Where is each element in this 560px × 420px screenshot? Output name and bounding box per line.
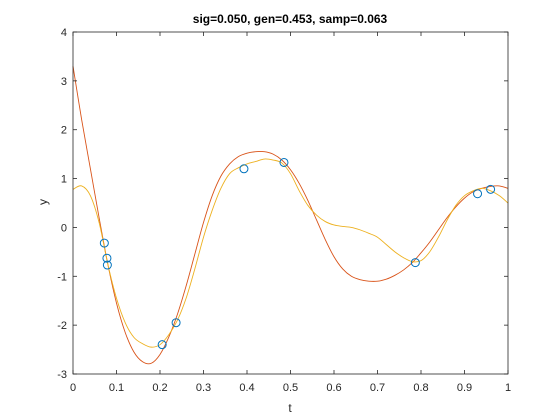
data-point-marker (473, 189, 483, 199)
x-tick-label: 0.2 (152, 382, 167, 394)
series-line-0 (72, 66, 509, 365)
chart-title: sig=0.050, gen=0.453, samp=0.063 (193, 12, 388, 26)
y-tick-label: 1 (61, 174, 67, 186)
data-point-marker (99, 238, 109, 248)
x-axis: 0 0.1 0.2 0.3 0.4 0.5 0.6 0.7 0.8 0.9 1 (70, 32, 511, 394)
series-line-1 (72, 158, 509, 348)
x-tick-label: 1 (505, 382, 511, 394)
data-point-marker (102, 253, 112, 263)
y-tick-label: 0 (61, 222, 67, 234)
data-point-marker (157, 340, 167, 350)
data-point-marker (279, 157, 289, 167)
y-axis-label: y (36, 199, 50, 205)
y-tick-label: -3 (57, 369, 67, 381)
data-point-marker (102, 260, 112, 270)
data-point-marker (410, 258, 420, 268)
data-point-marker (239, 164, 249, 174)
x-tick-label: 0.3 (196, 382, 211, 394)
x-axis-label: t (288, 401, 292, 415)
x-tick-label: 0.8 (413, 382, 428, 394)
y-tick-label: -2 (57, 320, 67, 332)
x-tick-label: 0.5 (283, 382, 298, 394)
x-tick-label: 0 (70, 382, 76, 394)
x-tick-label: 0.6 (326, 382, 341, 394)
y-tick-label: 3 (61, 76, 67, 88)
x-tick-label: 0.1 (109, 382, 124, 394)
x-tick-label: 0.7 (370, 382, 385, 394)
y-tick-label: 2 (61, 125, 67, 137)
x-tick-label: 0.9 (457, 382, 472, 394)
y-tick-label: 4 (61, 27, 67, 39)
data-point-marker (486, 184, 496, 194)
y-axis: -3 -2 -1 0 1 2 3 4 (57, 27, 508, 381)
y-tick-label: -1 (57, 271, 67, 283)
plot-area (72, 66, 509, 365)
data-point-marker (171, 318, 181, 328)
x-tick-label: 0.4 (239, 382, 254, 394)
